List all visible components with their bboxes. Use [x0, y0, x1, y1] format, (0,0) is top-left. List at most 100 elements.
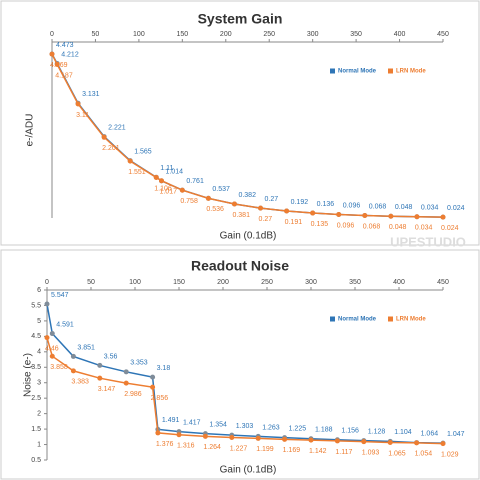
data-point — [414, 440, 420, 446]
data-label: 0.034 — [421, 205, 439, 212]
data-label: 1.128 — [368, 428, 386, 435]
y-tick-label: 6 — [37, 287, 41, 294]
data-label: 0.068 — [369, 203, 387, 210]
data-label: 0.096 — [337, 222, 355, 229]
x-tick-label: 350 — [349, 279, 361, 286]
data-point — [49, 331, 55, 337]
data-point — [49, 353, 55, 359]
data-point — [44, 301, 50, 307]
data-point — [440, 441, 446, 447]
x-tick-label: 0 — [50, 31, 54, 38]
x-tick-label: 200 — [217, 279, 229, 286]
data-label: 2.201 — [102, 145, 120, 152]
data-label: 0.135 — [311, 221, 329, 228]
data-label: 3.131 — [82, 91, 100, 98]
data-label: 1.551 — [128, 169, 146, 176]
data-point — [153, 174, 159, 180]
y-tick-label: 1 — [37, 441, 41, 448]
y-axis-label: e-/ADU — [25, 114, 36, 147]
data-point — [155, 430, 161, 436]
x-tick-label: 250 — [263, 31, 275, 38]
data-point — [388, 213, 394, 219]
x-tick-label: 100 — [133, 31, 145, 38]
data-point — [308, 437, 314, 443]
y-tick-label: 5 — [37, 318, 41, 325]
x-tick-label: 0 — [45, 279, 49, 286]
legend-swatch — [330, 316, 335, 322]
data-label: 3.353 — [130, 360, 148, 367]
data-point — [414, 214, 420, 220]
data-point — [150, 384, 156, 390]
data-point — [284, 208, 290, 214]
data-label: 0.27 — [259, 216, 273, 223]
data-label: 3.858 — [50, 364, 68, 371]
y-tick-label: 2 — [37, 410, 41, 417]
x-tick-label: 450 — [437, 279, 449, 286]
legend-swatch — [388, 316, 393, 322]
x-tick-label: 300 — [307, 31, 319, 38]
data-label: 0.068 — [363, 223, 381, 230]
data-point — [310, 210, 316, 216]
data-label: 3.851 — [77, 344, 95, 351]
data-point — [202, 433, 208, 439]
data-label: 4.187 — [55, 72, 73, 79]
data-label: 1.376 — [156, 441, 174, 448]
data-label: 1.106 — [154, 185, 172, 192]
x-tick-label: 400 — [393, 279, 405, 286]
y-tick-label: 0.5 — [31, 457, 41, 464]
data-label: 0.381 — [232, 212, 250, 219]
data-point — [231, 201, 237, 207]
data-label: 1.316 — [177, 443, 195, 450]
x-tick-label: 350 — [350, 31, 362, 38]
x-tick-label: 250 — [261, 279, 273, 286]
x-tick-label: 50 — [87, 279, 95, 286]
x-axis-label: Gain (0.1dB) — [220, 231, 277, 242]
data-label: 4.212 — [61, 51, 79, 58]
chart-frame — [0, 0, 480, 246]
data-label: 1.104 — [394, 429, 412, 436]
x-tick-label: 300 — [305, 279, 317, 286]
data-point — [150, 374, 156, 380]
data-point — [229, 435, 235, 441]
x-tick-label: 450 — [437, 31, 449, 38]
data-label: 3.56 — [104, 353, 118, 360]
data-label: 0.034 — [415, 225, 433, 232]
data-label: 1.354 — [209, 421, 227, 428]
data-label: 3.383 — [71, 379, 89, 386]
legend-label: LRN Mode — [396, 317, 426, 323]
data-point — [158, 178, 164, 184]
legend-label: Normal Mode — [338, 317, 377, 323]
x-tick-label: 200 — [220, 31, 232, 38]
watermark: UPESTUDIO — [390, 234, 466, 249]
data-point — [54, 61, 60, 67]
y-tick-label: 4 — [37, 349, 41, 356]
data-label: 0.536 — [206, 206, 224, 213]
data-label: 1.417 — [183, 420, 201, 427]
data-label: 0.27 — [265, 196, 279, 203]
data-label: 4.473 — [56, 42, 74, 49]
chart-title: Readout Noise — [191, 258, 289, 274]
data-point — [255, 435, 261, 441]
x-axis-label: Gain (0.1dB) — [220, 465, 277, 476]
data-label: 3.147 — [98, 386, 116, 393]
legend-label: LRN Mode — [396, 69, 426, 75]
data-point — [70, 368, 76, 374]
y-tick-label: 4.5 — [31, 333, 41, 340]
data-point — [205, 195, 211, 201]
chart-frame — [0, 249, 480, 480]
data-label: 2.856 — [151, 395, 169, 402]
data-label: 0.761 — [186, 178, 204, 185]
data-point — [49, 51, 55, 57]
data-label: 0.024 — [447, 205, 465, 212]
data-label: 2.221 — [108, 124, 126, 131]
data-label: 1.047 — [447, 431, 465, 438]
legend-swatch — [388, 68, 393, 74]
data-label: 0.382 — [238, 192, 256, 199]
y-tick-label: 5.5 — [31, 302, 41, 309]
data-label: 1.188 — [315, 427, 333, 434]
data-point — [282, 436, 288, 442]
data-point — [127, 158, 133, 164]
series-line — [46, 303, 444, 444]
legend-label: Normal Mode — [338, 69, 377, 75]
data-label: 0.048 — [389, 224, 407, 231]
